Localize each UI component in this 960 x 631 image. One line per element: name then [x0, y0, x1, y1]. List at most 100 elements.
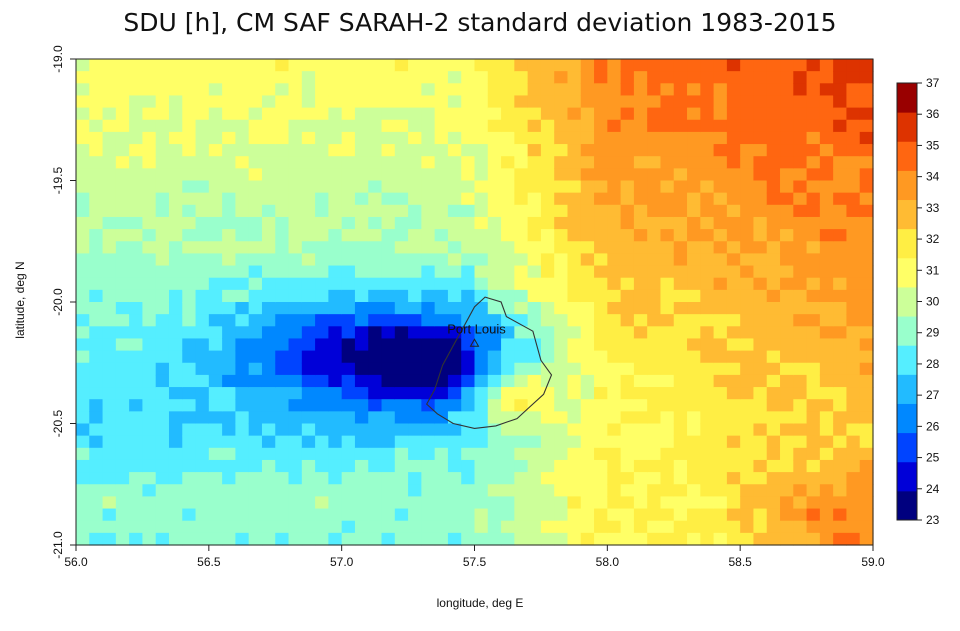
- heatmap-cell: [155, 484, 170, 497]
- heatmap-cell: [394, 216, 409, 230]
- heatmap-cell: [76, 532, 90, 546]
- heatmap-cell: [89, 95, 104, 109]
- heatmap-cell: [195, 532, 210, 546]
- heatmap-cell: [142, 447, 157, 461]
- heatmap-cell: [474, 302, 489, 315]
- heatmap-cell: [713, 192, 728, 206]
- heatmap-cell: [368, 107, 383, 121]
- heatmap-cell: [288, 362, 303, 376]
- heatmap-cell: [594, 95, 608, 109]
- heatmap-cell: [155, 107, 170, 121]
- heatmap-cell: [447, 484, 462, 497]
- heatmap-cell: [713, 472, 728, 485]
- heatmap-cell: [633, 326, 648, 340]
- heatmap-cell: [235, 204, 250, 218]
- heatmap-cell: [726, 423, 741, 437]
- heatmap-cell: [195, 289, 210, 303]
- heatmap-cell: [434, 459, 449, 473]
- heatmap-cell: [514, 168, 529, 182]
- heatmap-cell: [726, 484, 741, 497]
- heatmap-cell: [261, 107, 276, 121]
- heatmap-cell: [102, 472, 117, 485]
- heatmap-cell: [142, 338, 157, 352]
- heatmap-cell: [288, 241, 303, 254]
- heatmap-cell: [394, 131, 409, 145]
- heatmap-cell: [766, 289, 781, 303]
- heatmap-cell: [301, 435, 316, 449]
- heatmap-cell: [408, 180, 422, 194]
- heatmap-cell: [846, 387, 861, 400]
- heatmap-cell: [129, 423, 144, 437]
- heatmap-cell: [554, 253, 569, 267]
- heatmap-cell: [780, 107, 794, 121]
- heatmap-cell: [567, 253, 582, 267]
- heatmap-cell: [288, 119, 303, 133]
- heatmap-cell: [354, 411, 369, 425]
- heatmap-cell: [673, 253, 688, 267]
- heatmap-cell: [301, 447, 316, 461]
- heatmap-cell: [328, 314, 343, 327]
- heatmap-cell: [726, 156, 741, 169]
- heatmap-cell: [129, 447, 144, 461]
- heatmap-cell: [594, 302, 608, 315]
- heatmap-cell: [222, 435, 236, 449]
- heatmap-cell: [341, 387, 356, 400]
- heatmap-cell: [780, 447, 794, 461]
- colorbar-tick-label: 25: [926, 451, 940, 465]
- heatmap-cell: [620, 216, 635, 230]
- heatmap-cell: [687, 119, 701, 133]
- heatmap-cell: [354, 338, 369, 352]
- heatmap-cell: [740, 119, 755, 133]
- heatmap-cell: [607, 387, 622, 400]
- heatmap-cell: [421, 180, 436, 194]
- heatmap-cell: [647, 459, 662, 473]
- heatmap-cell: [753, 107, 768, 121]
- heatmap-cell: [168, 496, 183, 510]
- heatmap-cell: [381, 289, 396, 303]
- heatmap-cell: [514, 520, 529, 534]
- y-axis-label: latitude, deg N: [13, 261, 27, 339]
- heatmap-cell: [700, 472, 715, 485]
- heatmap-cell: [474, 314, 489, 327]
- heatmap-cell: [793, 472, 808, 485]
- heatmap-cell: [567, 95, 582, 109]
- heatmap-cell: [726, 496, 741, 510]
- heatmap-cell: [660, 399, 675, 412]
- heatmap-cell: [89, 496, 104, 510]
- heatmap-cell: [222, 168, 236, 182]
- heatmap-cell: [501, 277, 515, 291]
- heatmap-cell: [567, 302, 582, 315]
- heatmap-cell: [633, 59, 648, 72]
- heatmap-cell: [381, 532, 396, 546]
- heatmap-cell: [328, 508, 343, 522]
- heatmap-cell: [540, 314, 555, 327]
- heatmap-cell: [328, 532, 343, 546]
- heatmap-cell: [700, 216, 715, 230]
- heatmap-cell: [76, 95, 90, 109]
- heatmap-cell: [859, 119, 874, 133]
- heatmap-cell: [208, 314, 223, 327]
- heatmap-cell: [474, 192, 489, 206]
- heatmap-cell: [687, 496, 701, 510]
- heatmap-cell: [514, 496, 529, 510]
- heatmap-cell: [633, 216, 648, 230]
- heatmap-cell: [514, 253, 529, 267]
- heatmap-cell: [753, 59, 768, 72]
- heatmap-cell: [208, 168, 223, 182]
- heatmap-cell: [102, 435, 117, 449]
- x-tick-label: 59.0: [861, 555, 885, 569]
- heatmap-cell: [474, 265, 489, 279]
- colorbar-segment: [897, 199, 917, 230]
- heatmap-cell: [341, 435, 356, 449]
- heatmap-cell: [846, 168, 861, 182]
- heatmap-cell: [673, 520, 688, 534]
- heatmap-cell: [301, 387, 316, 400]
- heatmap-cell: [793, 168, 808, 182]
- heatmap-cell: [673, 447, 688, 461]
- heatmap-cell: [554, 204, 569, 218]
- heatmap-cell: [673, 156, 688, 169]
- heatmap-cell: [155, 144, 170, 157]
- heatmap-cell: [408, 229, 422, 242]
- heatmap-cell: [514, 95, 529, 109]
- heatmap-cell: [421, 95, 436, 109]
